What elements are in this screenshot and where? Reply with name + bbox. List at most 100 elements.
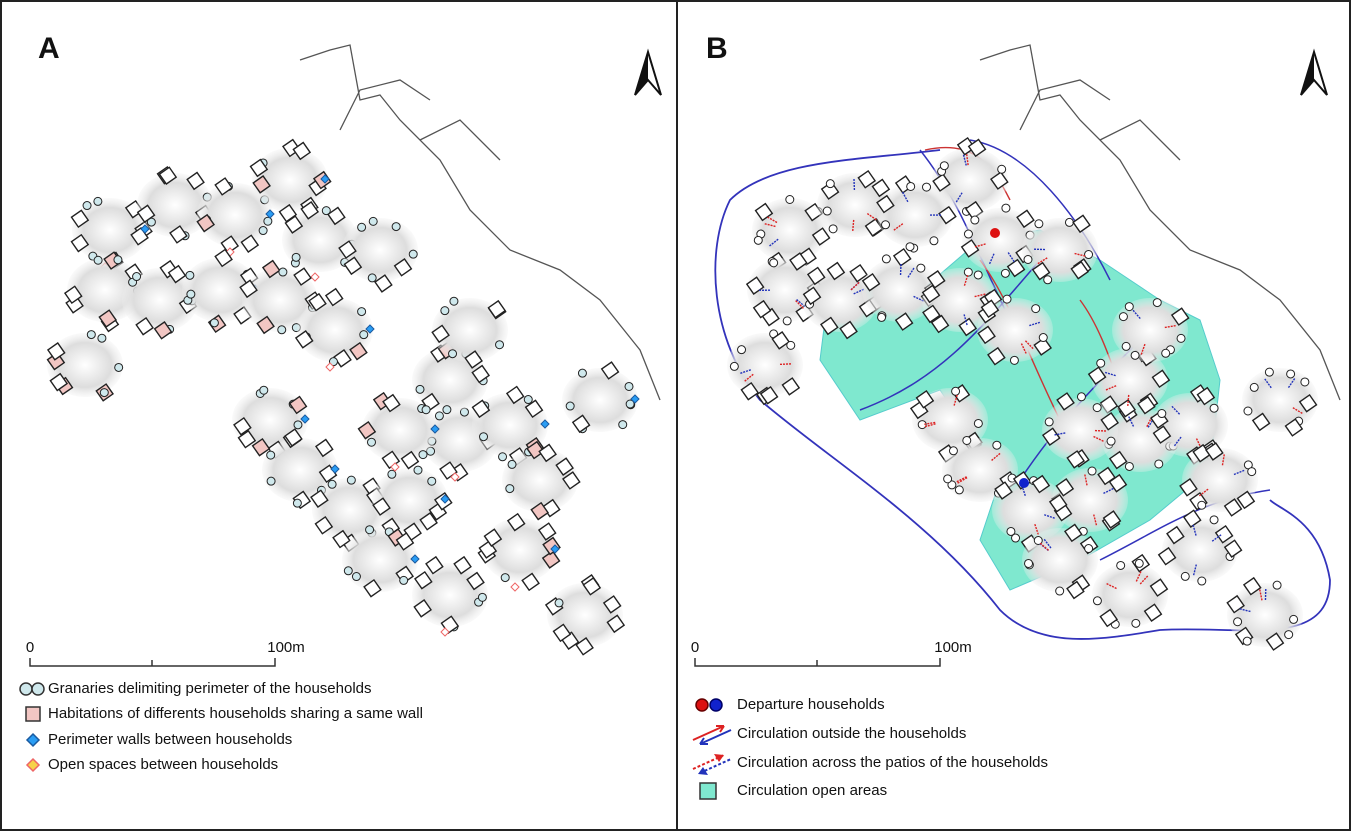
granary xyxy=(1289,614,1299,624)
household xyxy=(862,258,938,322)
arrow xyxy=(953,393,959,406)
habitation xyxy=(382,393,401,413)
habitation xyxy=(994,481,1013,500)
habitation xyxy=(752,299,772,319)
arrow xyxy=(1053,432,1066,436)
habitation xyxy=(1066,580,1085,600)
granary xyxy=(1087,466,1097,476)
household xyxy=(297,298,373,362)
granary xyxy=(387,469,397,479)
granary xyxy=(729,361,739,371)
habitation xyxy=(431,324,450,344)
granary xyxy=(922,182,932,192)
granary xyxy=(434,411,444,421)
granary xyxy=(565,401,575,411)
granary xyxy=(973,270,983,280)
granary xyxy=(505,484,515,494)
habitation xyxy=(1143,603,1163,623)
habitation xyxy=(521,572,540,592)
habitation xyxy=(538,443,557,463)
habitation xyxy=(252,175,271,194)
panel-label: B xyxy=(706,32,728,65)
habitation xyxy=(220,235,240,254)
habitation xyxy=(1223,539,1243,559)
habitation xyxy=(338,240,357,259)
granary xyxy=(327,479,337,489)
habitation xyxy=(63,285,83,305)
granary xyxy=(408,249,418,259)
wall-marker xyxy=(265,209,275,219)
arrow xyxy=(795,300,805,310)
arrow xyxy=(955,192,963,204)
habitation xyxy=(135,316,154,336)
panel-label: A xyxy=(38,32,60,65)
granary xyxy=(963,229,973,239)
arrow xyxy=(1263,377,1272,389)
household xyxy=(977,298,1053,362)
legend-text: Circulation outside the households xyxy=(737,725,966,742)
granary xyxy=(625,399,635,409)
arrow xyxy=(779,363,793,366)
granary xyxy=(1009,355,1019,365)
granary xyxy=(321,206,331,216)
granary xyxy=(1157,409,1167,419)
household xyxy=(122,268,198,332)
granary xyxy=(113,255,123,265)
granary xyxy=(278,267,288,277)
granary xyxy=(1116,560,1126,570)
granary xyxy=(367,273,377,283)
habitation xyxy=(1108,473,1128,493)
household xyxy=(912,388,988,452)
household xyxy=(877,183,953,247)
granary xyxy=(259,385,269,395)
arrow xyxy=(973,243,986,248)
open-marker xyxy=(440,627,450,637)
habitation xyxy=(324,287,344,307)
arrow xyxy=(963,274,969,286)
open-marker xyxy=(310,272,320,282)
wall-marker xyxy=(300,414,310,424)
habitation xyxy=(1251,412,1271,432)
granary xyxy=(1209,515,1219,525)
habitation xyxy=(802,286,822,306)
legend-text: Granaries delimiting perimeter of the ho… xyxy=(48,680,372,697)
arrow xyxy=(956,477,968,485)
household xyxy=(1042,398,1118,462)
granary xyxy=(293,420,303,430)
household xyxy=(802,268,878,332)
habitation xyxy=(789,252,808,271)
wall-marker xyxy=(440,494,450,504)
habitation xyxy=(249,158,269,178)
habitation xyxy=(98,309,118,328)
habitation xyxy=(1137,395,1156,415)
arrow xyxy=(763,222,776,228)
wall-marker xyxy=(430,424,440,434)
habitation xyxy=(1006,258,1026,278)
granary xyxy=(413,465,423,475)
arrow xyxy=(766,215,778,224)
granary xyxy=(1124,302,1134,312)
granary xyxy=(624,381,634,391)
habitation xyxy=(1070,260,1090,280)
granary xyxy=(1092,403,1102,413)
arrow xyxy=(1211,533,1223,542)
arrow xyxy=(901,190,909,203)
departure xyxy=(1019,478,1029,488)
granary xyxy=(785,194,795,204)
scale-start: 0 xyxy=(691,639,699,656)
habitation xyxy=(759,385,779,405)
habitation xyxy=(575,637,594,656)
habitation xyxy=(552,623,572,643)
granary xyxy=(973,418,983,428)
granary xyxy=(786,340,796,350)
granary xyxy=(427,476,437,486)
granary xyxy=(346,475,356,485)
granary xyxy=(753,235,763,245)
open-marker xyxy=(450,472,460,482)
arrow xyxy=(1104,385,1117,391)
habitation xyxy=(1284,418,1304,437)
granary xyxy=(825,179,835,189)
granary xyxy=(1180,571,1190,581)
granary xyxy=(523,395,533,405)
arrow xyxy=(1292,407,1304,415)
